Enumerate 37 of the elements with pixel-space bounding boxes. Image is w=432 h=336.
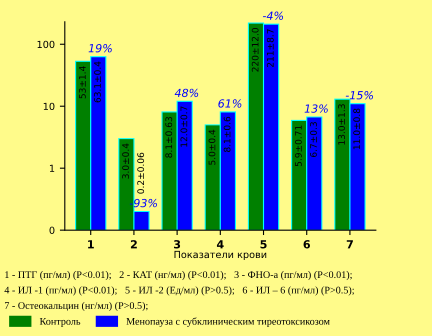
y-tick-label: 10 [44, 102, 54, 110]
data-label: 211±8.7 [266, 29, 274, 68]
annotation: -4% [262, 12, 284, 20]
legend-label: Менопауза с субклиническим тиреотоксикозом [126, 317, 330, 327]
data-label: 53±1.4 [78, 66, 86, 98]
x-tick-label: 5 [260, 240, 267, 248]
text: 7 - Остеокальцин (нг/мл) (P>0.5); [4, 302, 148, 312]
x-tick-label: 4 [216, 240, 224, 248]
legend-label: Контроль [40, 318, 80, 327]
text: 4 - ИЛ -1 (пг/мл) (P<0.01); 5 - ИЛ -2 (Ед/мл) (P>0.5); 6 - ИЛ – 6 (пг/мл) (P>0.5); [4, 286, 354, 296]
data-label: 3.0±0.4 [122, 144, 129, 179]
data-label: 5.9±0.71 [294, 126, 302, 166]
x-tick-label: 3 [174, 240, 180, 248]
x-tick-label: 6 [304, 240, 310, 248]
annotation: 61% [218, 99, 242, 108]
annotation: 13% [304, 104, 328, 113]
y-tick-label: 0 [50, 226, 54, 234]
data-label: 63.1±0.4 [94, 62, 101, 102]
data-label: 220±12.0 [252, 28, 259, 72]
x-axis-title: Показатели крови [174, 250, 266, 260]
data-label: 11.0±0.8 [353, 108, 360, 150]
y-tick-label: 100 [38, 40, 54, 48]
data-label: 12.0±0.7 [180, 106, 188, 147]
data-label: 5.0±0.4 [208, 130, 216, 165]
y-tick-label: 1 [50, 164, 54, 172]
x-tick-label: 1 [88, 240, 94, 248]
annotation: 19% [88, 44, 112, 52]
annotation: -15% [346, 91, 373, 100]
data-label: 13.0±1.3 [338, 104, 345, 145]
x-tick-label: 7 [346, 240, 353, 248]
annotation: 48% [174, 88, 198, 98]
data-label: 8.1±0.6 [224, 116, 230, 152]
data-label: 6.7±0.3 [310, 122, 317, 158]
x-tick-label: 2 [130, 240, 137, 248]
text: 1 - ПТГ (пг/мл) (P<0.01); 2 - КАТ (нг/мл) (P<0.01); 3 - ФНО-а (пг/мл) (P<0.01); [5, 270, 352, 280]
data-label: 8.1±0.63 [165, 116, 172, 158]
data-label: 0.2±0.06 [137, 152, 144, 194]
